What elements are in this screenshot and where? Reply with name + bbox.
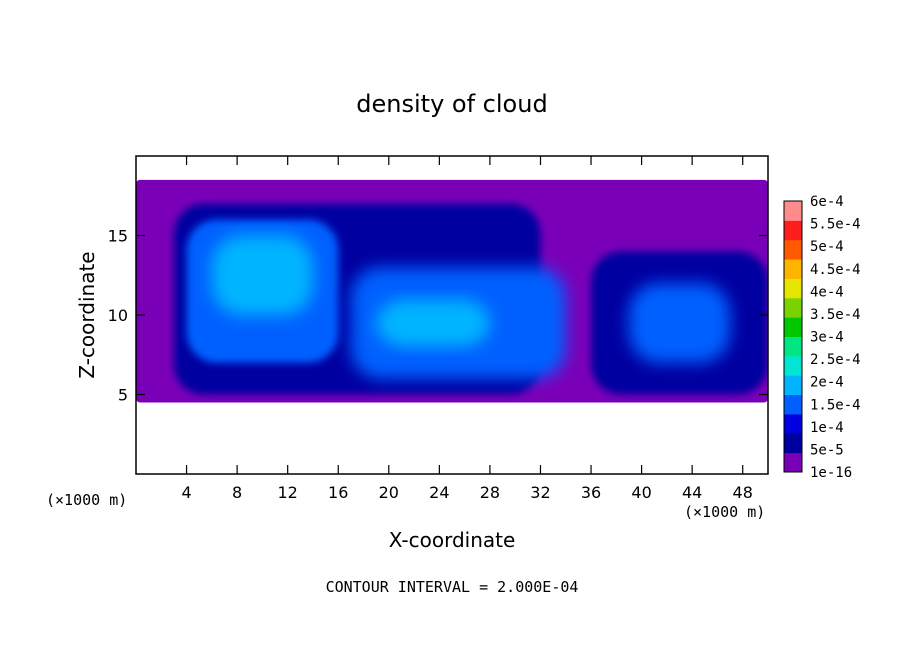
x-tick-label: 8 (232, 483, 242, 502)
colorbar-swatch (784, 317, 802, 337)
colorbar-swatch (784, 220, 802, 241)
colorbar-swatch (784, 201, 802, 221)
x-tick-label: 44 (682, 483, 702, 502)
x-tick-label: 36 (581, 483, 601, 502)
colorbar-swatch (784, 336, 802, 357)
x-tick-label: 28 (480, 483, 500, 502)
colorbar-label: 4.5e-4 (810, 262, 861, 278)
cloud-field (136, 179, 768, 403)
colorbar-label: 1.5e-4 (810, 397, 861, 413)
chart-title: density of cloud (356, 90, 547, 118)
colorbar-label: 1e-4 (810, 420, 844, 436)
x-axis-label: X-coordinate (389, 528, 516, 552)
x-axis-unit-right: (×1000 m) (684, 503, 765, 521)
colorbar-swatch (784, 375, 802, 396)
colorbar-swatch (784, 355, 802, 376)
colorbar-label: 5.5e-4 (810, 217, 861, 233)
colorbar-label: 2e-4 (810, 375, 844, 391)
cloud-region (211, 235, 313, 315)
x-tick-label: 20 (379, 483, 399, 502)
cloud-region (628, 283, 731, 363)
colorbar-frame (783, 200, 803, 473)
colorbar-label: 4e-4 (810, 284, 844, 300)
colorbar-label: 3e-4 (810, 330, 844, 346)
x-tick-label: 40 (631, 483, 651, 502)
colorbar-label: 3.5e-4 (810, 307, 861, 323)
colorbar-swatch (784, 452, 802, 473)
x-tick-label: 4 (181, 483, 191, 502)
colorbar-swatch (784, 278, 802, 299)
x-tick-label: 48 (733, 483, 753, 502)
colorbar-swatch (784, 433, 802, 454)
colorbar-label: 5e-4 (810, 239, 844, 255)
y-tick-label: 15 (108, 227, 128, 246)
x-axis-unit-left: (×1000 m) (46, 491, 127, 509)
colorbar-swatch (784, 394, 802, 415)
colorbar-label: 2.5e-4 (810, 352, 861, 368)
y-axis-label: Z-coordinate (75, 251, 99, 378)
x-tick-label: 12 (278, 483, 298, 502)
y-tick-label: 5 (118, 386, 128, 405)
cloud-region (376, 299, 490, 347)
y-axis: 5 10 15 (108, 227, 768, 405)
contour-interval: CONTOUR INTERVAL = 2.000E-04 (326, 578, 579, 596)
colorbar-swatch (784, 413, 802, 434)
colorbar: 1e-16 5e-5 1e-4 1.5e-4 2e-4 2.5e-4 3e-4 3.5e-4 4… (783, 194, 861, 481)
colorbar-label: 5e-5 (810, 442, 844, 458)
colorbar-swatch (784, 239, 802, 260)
colorbar-label: 6e-4 (810, 194, 844, 210)
plot-area (136, 156, 768, 474)
x-tick-label: 32 (530, 483, 550, 502)
x-tick-label: 16 (328, 483, 348, 502)
x-tick-label: 24 (429, 483, 449, 502)
colorbar-swatch (784, 297, 802, 318)
y-tick-label: 10 (108, 306, 128, 325)
x-axis: 4 8 12 16 20 24 28 32 36 40 44 48 (181, 156, 753, 502)
colorbar-swatch (784, 259, 802, 279)
colorbar-label: 1e-16 (810, 465, 852, 481)
